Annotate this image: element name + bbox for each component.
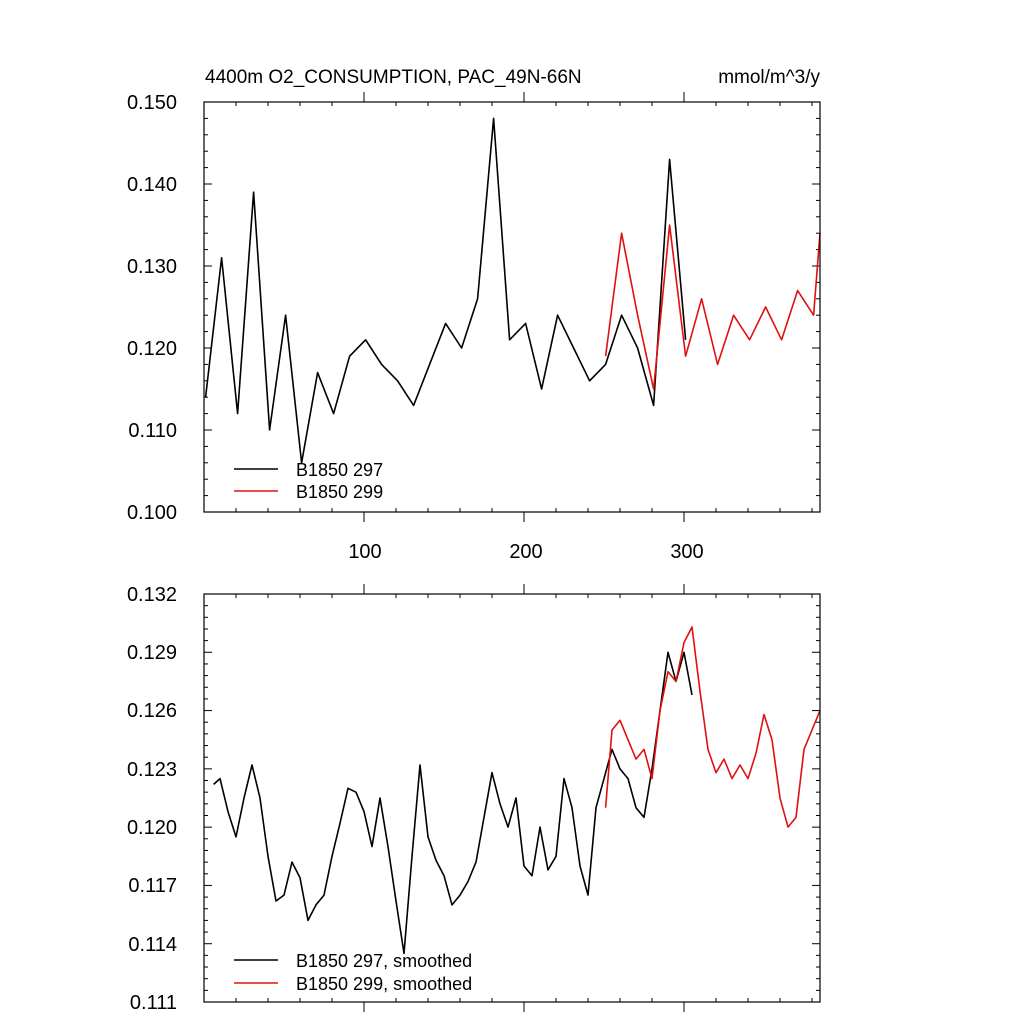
bottom-y-tick-label: 0.126 <box>127 700 177 722</box>
bottom-y-tick-label: 0.120 <box>127 817 177 839</box>
bottom-y-tick-label: 0.129 <box>127 642 177 664</box>
top-y-tick-label: 0.110 <box>128 420 177 442</box>
top-series-b1850-299 <box>604 224 821 390</box>
top-y-tick-labels: 0.100 0.110 0.120 0.130 0.140 0.150 <box>127 92 177 524</box>
top-legend: B1850 297 B1850 299 <box>234 460 383 502</box>
bottom-axis-ticks <box>204 584 820 1012</box>
top-y-tick-label: 0.140 <box>127 174 177 196</box>
top-panel: 4400m O2_CONSUMPTION, PAC_49N-66N mmol/m… <box>127 67 821 563</box>
top-y-tick-label: 0.120 <box>127 338 177 360</box>
bottom-legend-label: B1850 297, smoothed <box>296 951 472 971</box>
top-legend-label: B1850 297 <box>296 460 383 480</box>
bottom-series-b1850-299-smoothed <box>604 626 821 828</box>
bottom-y-tick-label: 0.132 <box>127 584 177 606</box>
bottom-legend-label: B1850 299, smoothed <box>296 974 472 994</box>
top-y-tick-label: 0.150 <box>127 92 177 114</box>
top-series-b1850-297 <box>204 117 687 464</box>
top-x-tick-label: 100 <box>348 541 381 563</box>
top-plot-frame <box>203 101 821 513</box>
bottom-y-tick-labels: 0.111 0.114 0.117 0.120 0.123 0.126 0.12… <box>127 584 177 1014</box>
bottom-y-tick-label: 0.123 <box>127 759 177 781</box>
top-y-tick-label: 0.100 <box>127 502 177 524</box>
top-panel-title: 4400m O2_CONSUMPTION, PAC_49N-66N <box>205 67 582 88</box>
bottom-y-tick-label: 0.114 <box>128 934 177 956</box>
top-series-group <box>204 117 821 464</box>
bottom-series-b1850-297-smoothed <box>213 651 693 955</box>
top-axis-ticks <box>204 92 820 522</box>
bottom-plot-frame <box>203 593 821 1003</box>
top-y-tick-label: 0.130 <box>127 256 177 278</box>
top-panel-units: mmol/m^3/y <box>718 67 820 88</box>
bottom-legend: B1850 297, smoothed B1850 299, smoothed <box>234 951 472 994</box>
bottom-panel: 0.111 0.114 0.117 0.120 0.123 0.126 0.12… <box>127 584 821 1014</box>
bottom-series-group <box>213 626 821 955</box>
top-x-tick-label: 300 <box>670 541 703 563</box>
bottom-y-tick-label: 0.117 <box>128 875 177 897</box>
top-x-tick-label: 200 <box>509 541 542 563</box>
top-legend-label: B1850 299 <box>296 482 383 502</box>
bottom-y-tick-label: 0.111 <box>130 992 177 1014</box>
top-x-tick-labels: 100 200 300 <box>348 541 703 563</box>
